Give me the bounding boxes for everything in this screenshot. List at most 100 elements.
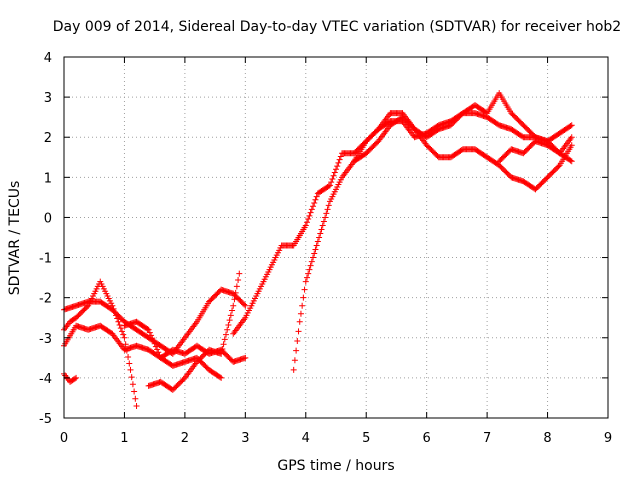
y-tick-label: 3 <box>44 91 52 106</box>
data-point <box>123 347 130 354</box>
data-point <box>125 354 132 361</box>
data-point <box>116 321 123 328</box>
data-point <box>333 166 339 173</box>
y-tick-label: -5 <box>39 412 52 427</box>
data-point <box>325 202 332 209</box>
x-tick-label: 2 <box>181 431 189 446</box>
x-tick-label: 0 <box>60 431 68 446</box>
data-point <box>318 226 325 233</box>
data-point <box>224 326 231 333</box>
data-point <box>302 222 309 229</box>
data-point <box>216 374 223 381</box>
data-point <box>156 352 163 359</box>
data-point <box>150 337 157 344</box>
data-point <box>555 163 562 170</box>
data-point <box>306 266 313 273</box>
data-point <box>301 286 308 293</box>
x-tick-label: 5 <box>362 431 370 446</box>
data-point <box>128 374 135 381</box>
data-point <box>305 270 312 277</box>
grid-lines <box>64 57 608 418</box>
data-point <box>568 158 575 165</box>
data-point <box>126 360 133 367</box>
y-tick-label: -1 <box>39 252 52 267</box>
data-point <box>311 200 318 207</box>
data-point <box>111 309 118 316</box>
data-point <box>326 182 333 189</box>
x-tick-label: 6 <box>423 431 431 446</box>
data-point <box>151 340 158 347</box>
data-point <box>117 325 124 332</box>
data-point <box>83 303 90 310</box>
data-point <box>307 262 314 269</box>
data-point <box>320 218 327 225</box>
data-point <box>232 289 239 296</box>
data-point <box>242 302 249 309</box>
y-tick-label: 0 <box>44 211 52 226</box>
data-point <box>302 278 309 285</box>
data-point <box>226 317 233 324</box>
data-point <box>322 214 329 221</box>
data-point <box>319 222 326 229</box>
data-point <box>144 325 151 332</box>
data-point <box>146 329 153 336</box>
data-point <box>241 301 248 308</box>
data-point <box>300 294 307 301</box>
data-point <box>235 277 242 284</box>
data-point <box>308 258 315 265</box>
data-point <box>236 270 243 277</box>
data-point <box>306 212 313 219</box>
series-track-i <box>351 114 575 193</box>
data-point <box>132 395 139 402</box>
data-point <box>227 312 234 319</box>
data-point <box>221 336 228 343</box>
data-point <box>567 157 574 164</box>
data-point <box>73 374 80 381</box>
x-tick-label: 8 <box>543 431 551 446</box>
chart-title: Day 009 of 2014, Sidereal Day-to-day VTE… <box>53 19 621 35</box>
data-point <box>131 388 138 395</box>
x-tick-label: 7 <box>483 431 491 446</box>
data-point <box>296 318 303 325</box>
data-point <box>331 169 338 176</box>
series-track-f <box>121 318 225 381</box>
y-axis-label: SDTVAR / TECUs <box>7 181 23 296</box>
data-point <box>133 402 140 409</box>
data-point <box>122 341 129 348</box>
data-point <box>299 302 306 309</box>
data-point <box>219 346 226 353</box>
data-point <box>294 337 301 344</box>
data-point <box>568 134 575 141</box>
data-point <box>568 142 575 149</box>
data-point <box>303 219 310 226</box>
data-point <box>119 328 126 335</box>
y-tick-label: -3 <box>39 332 52 347</box>
data-point <box>311 250 318 257</box>
data-point <box>567 122 574 129</box>
data-point <box>218 350 225 357</box>
data-point <box>233 283 240 290</box>
data-point <box>129 381 136 388</box>
data-point <box>152 343 159 350</box>
data-point <box>110 305 117 312</box>
data-point <box>71 375 78 382</box>
data-point <box>335 159 342 166</box>
data-point <box>328 179 335 186</box>
data-point <box>325 183 332 190</box>
data-point <box>155 349 162 356</box>
data-point <box>127 366 134 373</box>
axis-ticks: 0 1 2 3 4 5 6 7 8 9 -5 -4 -3 -2 -1 0 1 2 3 4 <box>39 51 612 446</box>
data-point <box>323 210 330 217</box>
data-point <box>308 206 315 213</box>
x-tick-label: 3 <box>241 431 249 446</box>
series-track-j <box>496 134 575 165</box>
data-point <box>314 238 321 245</box>
data-point <box>334 163 341 170</box>
data-point <box>229 307 236 314</box>
x-tick-label: 1 <box>120 431 128 446</box>
data-point <box>312 196 319 203</box>
data-point <box>242 354 249 361</box>
data-point <box>317 230 324 237</box>
data-point <box>218 374 225 381</box>
